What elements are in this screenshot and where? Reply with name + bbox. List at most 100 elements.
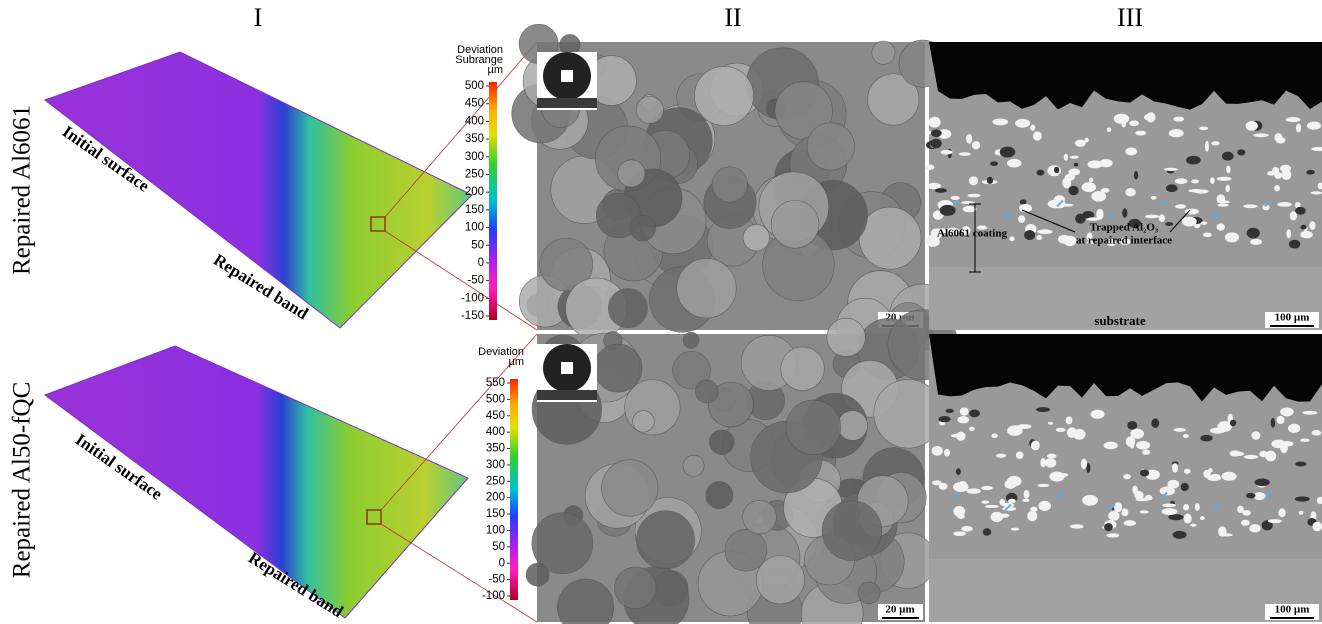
particle <box>1283 443 1290 446</box>
particle <box>953 506 965 517</box>
particle <box>1145 495 1152 499</box>
particle <box>959 152 971 156</box>
particle <box>1049 471 1064 481</box>
particle <box>1172 463 1178 473</box>
colorbar-tick-label: 300 <box>486 459 505 471</box>
particle <box>1087 160 1102 168</box>
particle <box>1164 168 1178 171</box>
particle <box>1125 188 1135 196</box>
particle <box>1295 496 1310 501</box>
particle <box>1286 229 1291 238</box>
particle <box>1184 513 1192 523</box>
particle <box>1101 188 1110 193</box>
particle <box>694 66 753 125</box>
colorbar-tick-label: -100 <box>482 590 505 602</box>
particle <box>1135 131 1146 136</box>
particle <box>1108 511 1119 521</box>
particle <box>1288 424 1300 433</box>
particle <box>944 449 950 457</box>
particle <box>1142 450 1150 455</box>
colorbar-tick-label: 200 <box>486 492 505 504</box>
particle <box>1069 186 1079 196</box>
particle <box>985 505 999 508</box>
particle <box>1296 124 1301 133</box>
particle <box>1300 231 1313 239</box>
particle <box>1268 519 1282 523</box>
particle <box>1058 235 1070 244</box>
particle <box>951 196 960 200</box>
particle <box>1183 434 1189 438</box>
particle <box>1194 189 1209 193</box>
particle <box>1054 167 1059 173</box>
particle <box>1207 475 1221 481</box>
colorbar-tick-label: 200 <box>465 186 484 198</box>
particle <box>1075 214 1085 224</box>
colorbar-tick-label: -50 <box>467 275 484 287</box>
particle <box>1230 420 1236 426</box>
particle <box>946 409 954 413</box>
droplet-base <box>537 390 597 400</box>
colorbar-tick-label: 50 <box>492 541 505 553</box>
particle <box>932 446 943 456</box>
colorbar-tick-label: 300 <box>465 151 484 163</box>
column-header: II <box>724 3 741 32</box>
particle <box>636 96 663 123</box>
particle <box>1246 493 1255 499</box>
particle <box>1024 230 1035 240</box>
particle <box>1168 514 1183 520</box>
row-label: Repaired Al6061 <box>9 105 36 275</box>
particle <box>1190 524 1196 527</box>
particle <box>1011 528 1019 531</box>
particle <box>1210 177 1215 184</box>
particle <box>712 167 747 202</box>
particle <box>1302 411 1317 415</box>
droplet-highlight <box>561 70 573 82</box>
row-label: Repaired Al50-fQC <box>9 382 36 578</box>
particle <box>1222 152 1233 161</box>
particle <box>1216 223 1224 230</box>
particle <box>608 289 647 328</box>
particle <box>1186 156 1201 165</box>
particle <box>1027 511 1037 522</box>
particle <box>1070 524 1084 528</box>
particle <box>972 141 980 149</box>
particle <box>1036 407 1050 412</box>
particle <box>981 500 989 503</box>
particle <box>1136 441 1150 450</box>
particle <box>695 380 718 403</box>
particle <box>1249 524 1261 532</box>
particle <box>602 460 659 517</box>
particle <box>1126 436 1136 447</box>
particle <box>1007 476 1021 487</box>
figure: IIIIIIRepaired Al6061Repaired Al50-fQCIn… <box>0 0 1322 624</box>
particle <box>1045 458 1057 467</box>
particle <box>932 480 942 485</box>
particle <box>1104 442 1118 450</box>
particle <box>1048 422 1053 425</box>
particle <box>1082 495 1098 506</box>
scale-label: 100 µm <box>1275 312 1310 324</box>
particle <box>1175 204 1186 208</box>
particle <box>1289 240 1300 249</box>
colorbar-tick-label: 400 <box>465 115 484 127</box>
particle <box>1070 156 1079 159</box>
particle <box>996 454 1006 458</box>
particle <box>781 347 825 391</box>
particle <box>1008 499 1016 503</box>
particle <box>1146 112 1155 122</box>
particle <box>1242 510 1251 516</box>
colorbar-tick-label: 450 <box>486 410 505 422</box>
particle <box>1114 114 1130 124</box>
colorbar-tick-label: -100 <box>461 292 484 304</box>
particle <box>858 582 880 604</box>
column-header: III <box>1117 3 1143 32</box>
particle <box>1123 474 1131 479</box>
particle <box>872 41 895 64</box>
particle <box>1265 451 1276 462</box>
particle <box>963 206 977 212</box>
particle <box>743 224 770 251</box>
annotation: at repaired interface <box>1076 235 1172 247</box>
particle <box>961 526 972 532</box>
scale-label: 100 µm <box>1275 604 1310 616</box>
particle <box>637 511 695 569</box>
